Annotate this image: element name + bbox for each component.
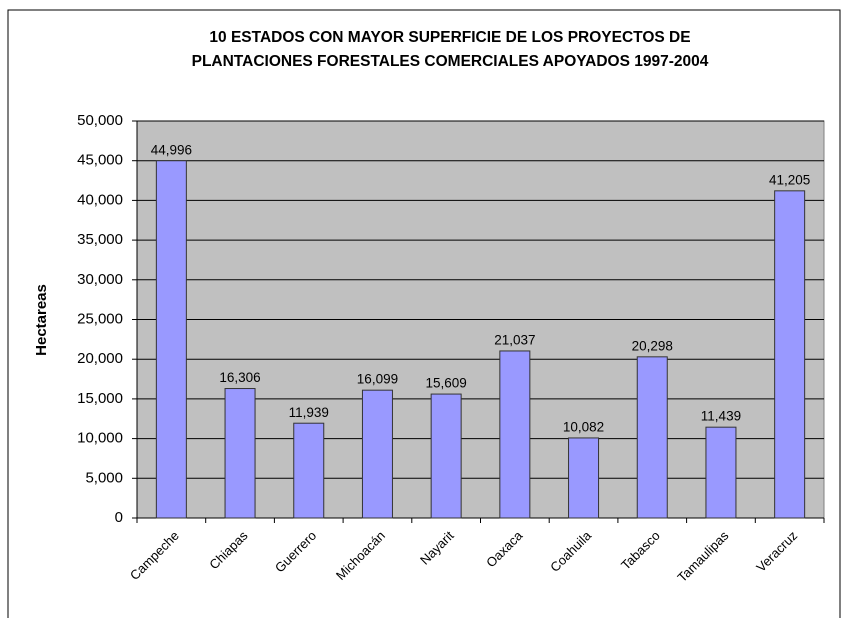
x-tick-label: Michoacán [333, 528, 388, 583]
bar [155, 160, 187, 519]
value-label: 44,996 [151, 142, 192, 157]
y-tick-label: 40,000 [77, 191, 123, 208]
y-tick-label: 20,000 [77, 350, 123, 367]
x-tick-label: Campeche [127, 528, 182, 583]
y-tick-label: 35,000 [77, 231, 123, 248]
y-tick-label: 30,000 [77, 271, 123, 288]
y-tick-label: 50,000 [77, 112, 123, 129]
x-tick-label: Chiapas [206, 528, 251, 573]
chart-title: 10 ESTADOS CON MAYOR SUPERFICIE DE LOS P… [209, 29, 690, 46]
y-tick-label: 5,000 [85, 469, 123, 486]
x-tick-label: Guerrero [272, 528, 319, 575]
x-tick-label: Tamaulipas [674, 528, 731, 585]
y-tick-label: 15,000 [77, 390, 123, 407]
x-tick-label: Coahuila [547, 527, 594, 574]
value-label: 41,205 [769, 172, 810, 187]
bar [361, 389, 393, 519]
value-label: 16,306 [219, 370, 260, 385]
value-label: 11,439 [701, 409, 741, 424]
bar [568, 437, 600, 519]
value-label: 20,298 [632, 338, 673, 353]
y-tick-label: 0 [115, 509, 123, 526]
chart-title: PLANTACIONES FORESTALES COMERCIALES APOY… [192, 53, 709, 70]
y-tick-label: 25,000 [77, 310, 123, 327]
x-tick-label: Veracruz [753, 528, 800, 575]
value-label: 10,082 [563, 420, 604, 435]
y-tick-label: 45,000 [77, 152, 123, 169]
bar [774, 190, 806, 519]
bar [224, 388, 256, 519]
value-label: 15,609 [426, 376, 467, 391]
value-label: 21,037 [494, 333, 535, 348]
chart-frame [7, 9, 841, 618]
bar [293, 422, 325, 519]
x-tick-label: Nayarit [417, 528, 457, 568]
bar [636, 356, 668, 519]
y-axis-title: Hectareas [33, 284, 50, 356]
x-tick-label: Tabasco [618, 528, 663, 573]
bar [705, 426, 737, 519]
bar [430, 393, 462, 519]
y-tick-label: 10,000 [77, 430, 123, 447]
x-tick-label: Oaxaca [483, 527, 526, 570]
value-label: 11,939 [289, 405, 329, 420]
value-label: 16,099 [357, 372, 398, 387]
bar [499, 350, 531, 519]
